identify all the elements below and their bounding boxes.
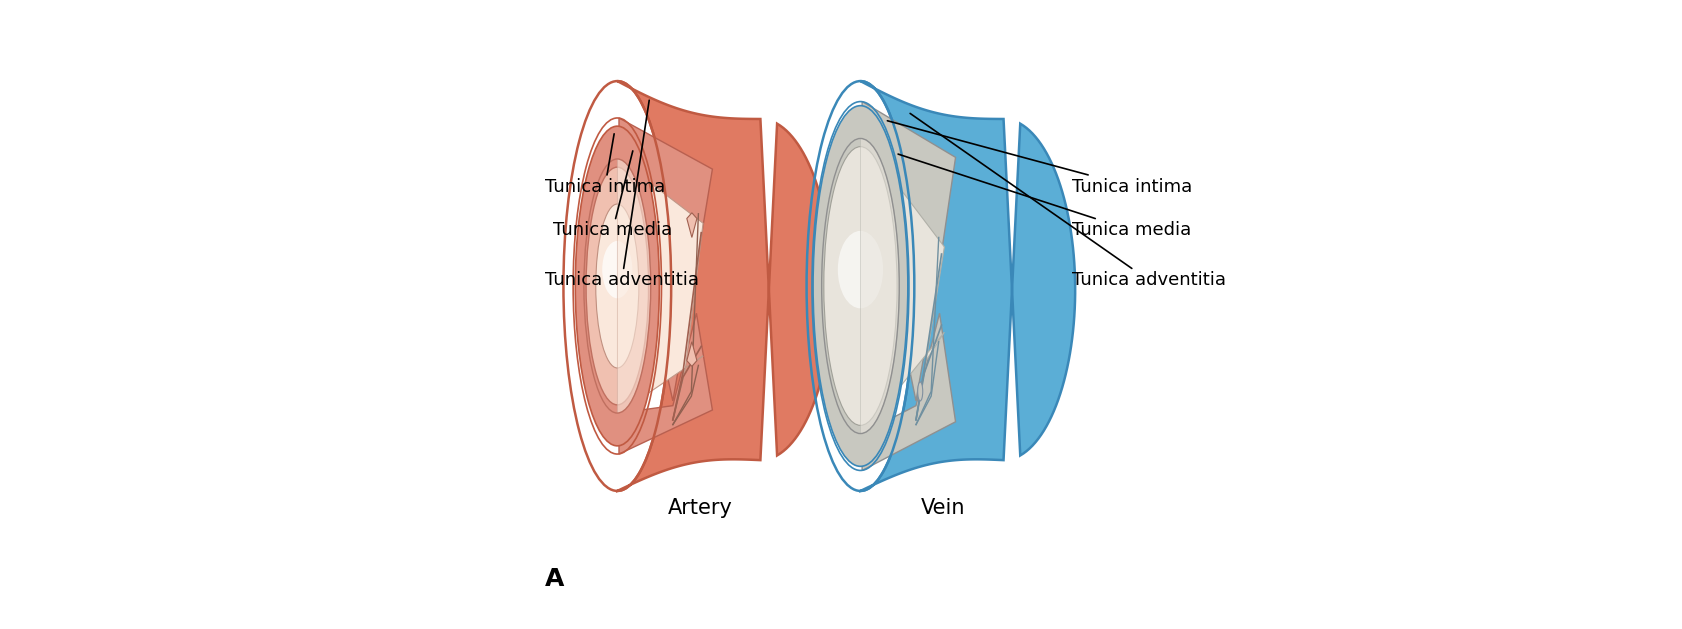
Text: Tunica media: Tunica media — [898, 154, 1191, 240]
Polygon shape — [686, 342, 696, 366]
Ellipse shape — [595, 204, 639, 368]
Text: Vein: Vein — [920, 498, 965, 518]
Text: Tunica media: Tunica media — [553, 151, 673, 240]
Text: Tunica intima: Tunica intima — [888, 121, 1193, 196]
Text: Artery: Artery — [668, 498, 732, 518]
Ellipse shape — [812, 106, 908, 466]
Polygon shape — [863, 313, 955, 470]
Ellipse shape — [838, 231, 883, 308]
Ellipse shape — [585, 167, 649, 405]
Polygon shape — [863, 138, 944, 433]
Text: A: A — [545, 567, 563, 591]
Polygon shape — [617, 159, 651, 413]
Polygon shape — [863, 101, 955, 401]
Polygon shape — [617, 81, 833, 491]
Ellipse shape — [824, 147, 897, 425]
Text: Tunica adventitia: Tunica adventitia — [545, 100, 698, 289]
Ellipse shape — [575, 126, 659, 446]
Ellipse shape — [918, 382, 923, 401]
Polygon shape — [686, 213, 696, 237]
Polygon shape — [861, 138, 900, 433]
Polygon shape — [619, 159, 703, 420]
Polygon shape — [861, 81, 1075, 491]
Polygon shape — [619, 313, 713, 454]
Polygon shape — [619, 118, 713, 401]
Text: Tunica adventitia: Tunica adventitia — [910, 113, 1226, 289]
Ellipse shape — [602, 241, 632, 298]
Text: Tunica intima: Tunica intima — [545, 134, 664, 196]
